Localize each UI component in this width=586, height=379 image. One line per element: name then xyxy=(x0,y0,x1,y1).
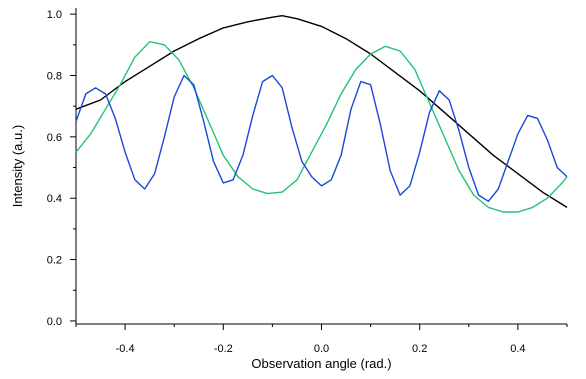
series-line-3 xyxy=(75,74,568,202)
y-tick-label: 1.0 xyxy=(47,9,62,21)
series-line-2 xyxy=(75,41,568,213)
y-tick-label: 0.8 xyxy=(47,70,62,82)
x-tick-label: 0.2 xyxy=(412,343,427,355)
x-axis-title: Observation angle (rad.) xyxy=(251,356,391,371)
x-ticks: -0.4 -0.2 0.0 0.2 0.4 xyxy=(75,324,568,355)
x-tick-label: -0.4 xyxy=(116,343,135,355)
y-tick-label: 0.4 xyxy=(47,193,62,205)
x-tick-label: 0.4 xyxy=(510,343,525,355)
y-axis-title: Intensity (a.u.) xyxy=(10,125,25,207)
y-tick-label: 0.0 xyxy=(47,316,62,328)
x-tick-label: 0.0 xyxy=(314,343,329,355)
axes xyxy=(75,8,567,325)
series-layer xyxy=(75,15,568,213)
series-line-1 xyxy=(75,15,568,208)
x-tick-label: -0.2 xyxy=(214,343,233,355)
y-tick-label: 0.6 xyxy=(47,132,62,144)
y-tick-label: 0.2 xyxy=(47,255,62,267)
y-ticks: 0.0 0.2 0.4 0.6 0.8 1.0 xyxy=(47,9,76,328)
